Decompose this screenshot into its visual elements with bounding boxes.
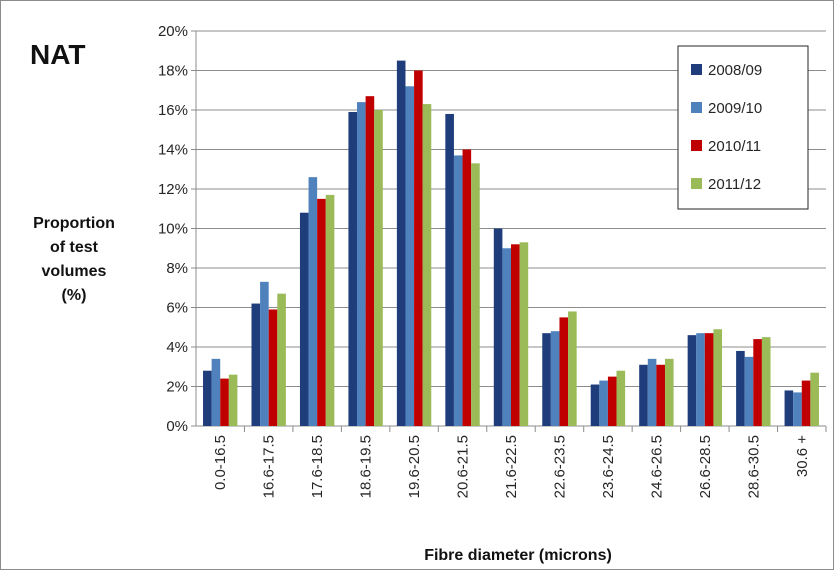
y-tick-label: 16% (158, 102, 188, 119)
x-tick-label: 26.6-28.5 (697, 435, 714, 498)
y-tick-label: 0% (166, 418, 188, 435)
y-tick-label: 18% (158, 63, 188, 80)
bar (228, 374, 238, 426)
bar (801, 380, 811, 426)
x-tick-label: 16.6-17.5 (261, 435, 278, 498)
bar (462, 149, 472, 426)
bar (471, 163, 480, 426)
bar (542, 333, 551, 426)
y-tick-label: 12% (158, 181, 188, 198)
bar (308, 177, 318, 426)
bar (317, 198, 326, 426)
bars (203, 60, 819, 427)
legend-swatch (691, 140, 702, 151)
legend-swatch (691, 64, 702, 75)
legend-label: 2011/12 (708, 176, 761, 193)
bar (519, 242, 529, 426)
bar (203, 370, 212, 426)
legend-label: 2008/09 (708, 62, 762, 79)
bar (696, 333, 705, 426)
bar (220, 378, 229, 426)
y-axis-label-line: volumes (42, 263, 107, 280)
y-tick-label: 4% (166, 339, 188, 356)
bar (502, 248, 511, 426)
bar (422, 104, 432, 426)
bar (607, 376, 617, 426)
legend: 2008/09 2009/10 2010/11 2011/12 (677, 45, 809, 210)
bar (365, 96, 375, 427)
bar (357, 102, 366, 426)
bar (784, 390, 794, 426)
x-tick-label: 19.6-20.5 (406, 435, 423, 498)
bar (736, 350, 745, 426)
bar (374, 110, 383, 426)
x-tick-label: 18.6-19.5 (358, 435, 375, 498)
bar (744, 356, 754, 426)
bar (568, 311, 577, 426)
bar (396, 60, 406, 426)
bar (348, 111, 358, 426)
x-tick-label: 17.6-18.5 (309, 435, 326, 498)
bar (260, 281, 269, 426)
legend-label: 2009/10 (708, 100, 762, 117)
y-tick-label: 20% (158, 23, 188, 40)
x-tick-label: 30.6 + (794, 435, 811, 477)
x-tick-label: 22.6-23.5 (551, 435, 568, 498)
x-tick-label: 28.6-30.5 (745, 435, 762, 498)
bar (453, 155, 463, 427)
bar (414, 70, 423, 426)
bar (704, 333, 714, 426)
bar (639, 364, 648, 426)
chart-title: NAT (30, 39, 85, 70)
x-tick-label: 0.0-16.5 (212, 435, 229, 490)
x-tick-label: 20.6-21.5 (455, 435, 472, 498)
y-axis-label-line: of test (50, 239, 99, 256)
y-tick-label: 10% (158, 221, 188, 238)
x-tick-labels: 0.0-16.5 16.6-17.5 17.6-18.5 18.6-19.5 19.6-… (212, 435, 811, 499)
bar (325, 194, 335, 426)
y-tick-labels: 0% 2% 4% 6% 8% 10% 12% 14% 16% 18% 20% (158, 23, 188, 435)
y-axis-label-line: Proportion (33, 215, 115, 232)
bar (405, 86, 415, 427)
bar (687, 335, 697, 426)
bar (251, 303, 261, 426)
bar (211, 358, 221, 426)
y-axis-label-line: (%) (62, 287, 87, 304)
legend-swatch (691, 178, 702, 189)
legend-swatch (691, 102, 702, 113)
bar (664, 358, 674, 426)
bar (590, 384, 600, 426)
bar (299, 212, 309, 426)
y-tick-label: 2% (166, 379, 188, 396)
legend-label: 2010/11 (708, 138, 761, 155)
bar (761, 337, 771, 426)
bar (445, 113, 454, 426)
y-tick-label: 6% (166, 300, 188, 317)
bar (268, 309, 278, 426)
bar (599, 380, 608, 426)
bar (810, 372, 819, 426)
bar (753, 339, 762, 426)
bar (511, 244, 520, 426)
bar (616, 370, 626, 426)
bar (793, 392, 802, 426)
bar (550, 331, 560, 426)
y-tick-label: 8% (166, 260, 188, 277)
bar (277, 293, 286, 426)
x-tick-label: 23.6-24.5 (600, 435, 617, 498)
bar (647, 358, 657, 426)
bar (656, 364, 665, 426)
y-axis-label: Proportion of test volumes (%) (33, 215, 115, 304)
x-tick-label: 24.6-26.5 (648, 435, 665, 498)
x-tick-label: 21.6-22.5 (503, 435, 520, 498)
bar (713, 329, 723, 426)
x-axis-label: Fibre diameter (microns) (424, 547, 612, 564)
bar (559, 317, 569, 426)
y-tick-label: 14% (158, 142, 188, 159)
bar (493, 228, 503, 426)
